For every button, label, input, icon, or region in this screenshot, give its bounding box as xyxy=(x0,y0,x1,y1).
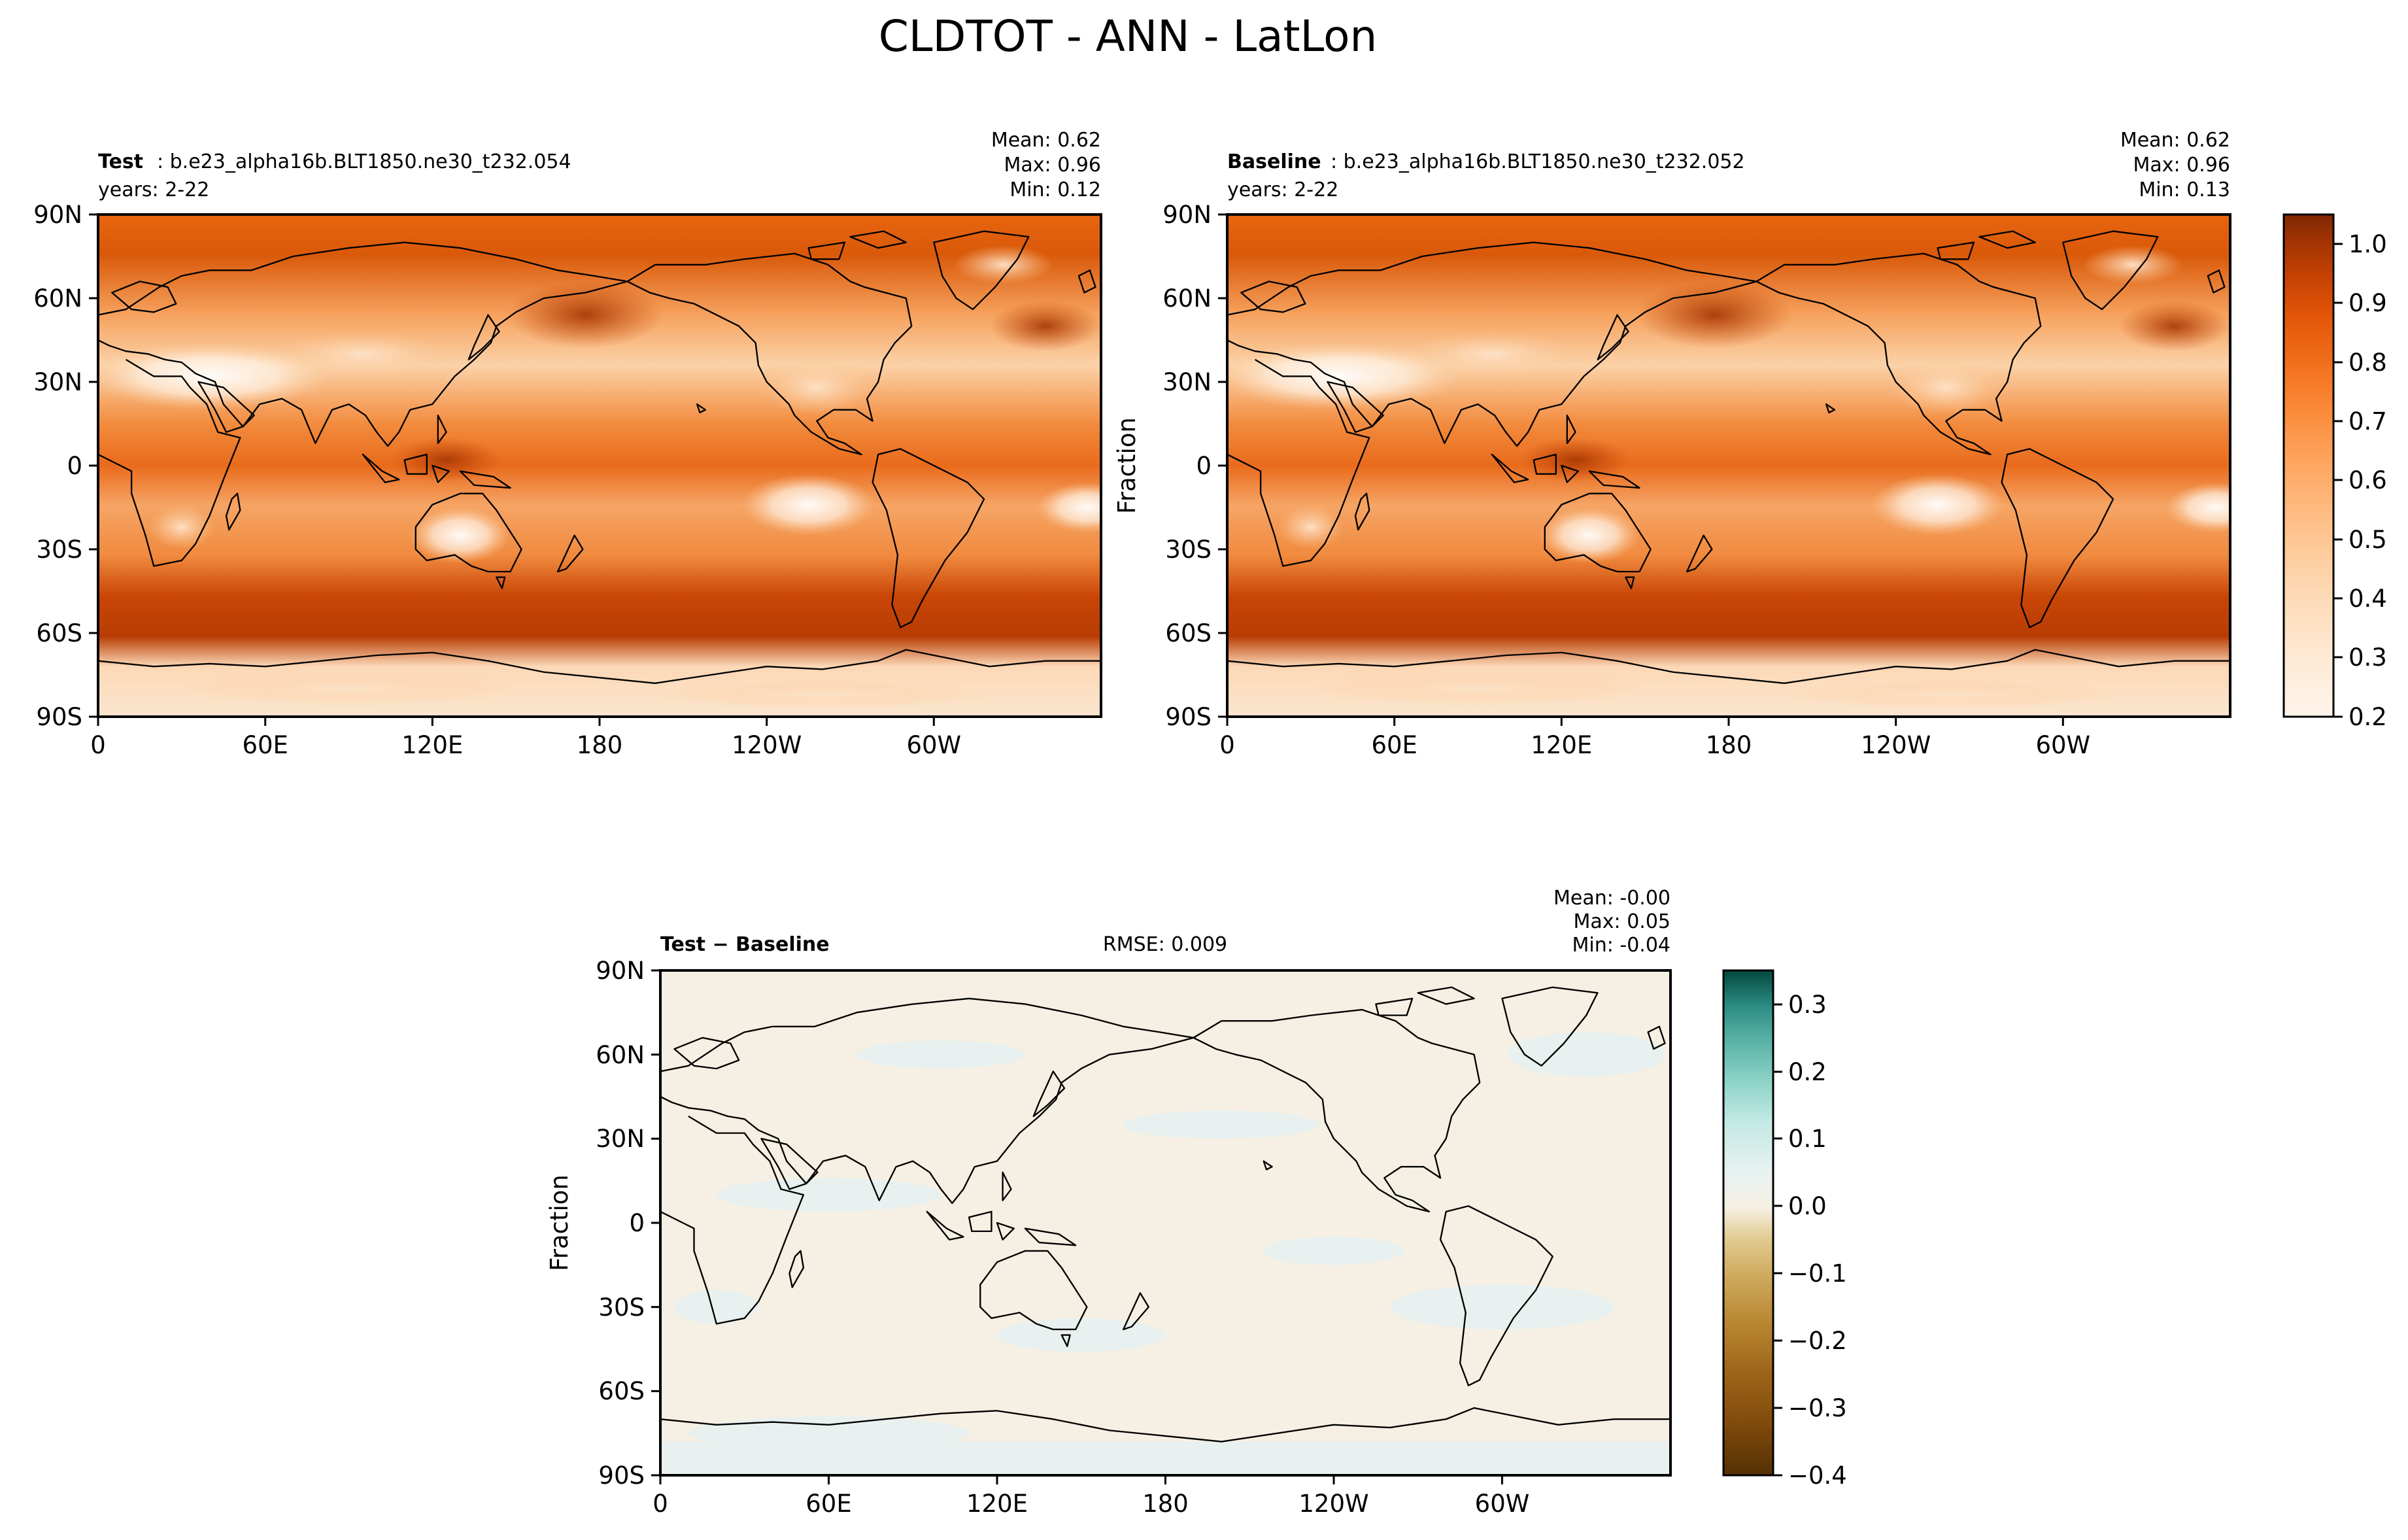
panel-difference: Test − Baseline RMSE: 0.009 Mean: -0.00 … xyxy=(545,887,1847,1518)
colorbar-diff-label-4: −0.1 xyxy=(1788,1259,1847,1288)
panel-baseline-stat-min: Min: 0.13 xyxy=(2139,179,2230,201)
colorbar-diff-label-6: −0.3 xyxy=(1788,1394,1847,1422)
panel-diff-ytick-5: 60S xyxy=(598,1377,645,1405)
panel-diff-ticks xyxy=(651,969,1503,1484)
panel-test-ytick-2: 30N xyxy=(33,368,82,396)
panel-baseline-xtick-3: 180 xyxy=(1706,731,1752,759)
panel-diff-ytick-1: 60N xyxy=(596,1041,645,1069)
panel-diff-stat-max: Max: 0.05 xyxy=(1574,910,1670,933)
panel-test-ytick-0: 90N xyxy=(33,201,82,229)
panel-test-xtick-3: 180 xyxy=(577,731,623,759)
panel-test-ticks xyxy=(89,213,935,726)
colorbar-diff-label-5: −0.2 xyxy=(1788,1327,1847,1355)
panel-baseline-years: years: 2-22 xyxy=(1227,179,1338,201)
colorbar-cldtot-label-7: 0.3 xyxy=(2349,643,2387,672)
panel-baseline-xtick-1: 60E xyxy=(1371,731,1417,759)
panel-baseline-ylabel: Fraction xyxy=(1113,417,1141,514)
panel-baseline-xtick-4: 120W xyxy=(1861,731,1931,759)
panel-test-years: years: 2-22 xyxy=(98,179,209,201)
figure-title: CLDTOT - ANN - LatLon xyxy=(879,11,1378,61)
panel-baseline-stat-mean: Mean: 0.62 xyxy=(2120,129,2230,152)
panel-diff-xtick-2: 120E xyxy=(966,1490,1028,1518)
panel-baseline-ytick-4: 30S xyxy=(1165,536,1212,564)
panel-diff-ytick-3: 0 xyxy=(629,1209,645,1237)
panel-baseline-label-rest: : b.e23_alpha16b.BLT1850.ne30_t232.052 xyxy=(1331,150,1745,173)
colorbar-diff-label-1: 0.2 xyxy=(1788,1058,1827,1086)
panel-test-ytick-1: 60N xyxy=(33,284,82,313)
panel-baseline-ytick-2: 30N xyxy=(1162,368,1212,396)
colorbar-diff-label-7: −0.4 xyxy=(1788,1462,1847,1490)
colorbar-cldtot-label-1: 0.9 xyxy=(2349,289,2387,317)
colorbar-cldtot-label-2: 0.8 xyxy=(2349,349,2387,377)
panel-test: Test : b.e23_alpha16b.BLT1850.ne30_t232.… xyxy=(33,129,1102,759)
panel-test-ytick-4: 30S xyxy=(36,536,82,564)
panel-baseline-ytick-6: 90S xyxy=(1165,703,1212,731)
panel-test-stat-mean: Mean: 0.62 xyxy=(991,129,1101,152)
colorbar-cldtot-ramp xyxy=(2282,213,2335,718)
panel-test-xtick-0: 0 xyxy=(90,731,106,759)
panel-test-xtick-4: 120W xyxy=(732,731,802,759)
panel-test-field xyxy=(98,214,1101,717)
colorbar-cldtot-label-6: 0.4 xyxy=(2349,585,2387,613)
panel-diff-ytick-0: 90N xyxy=(596,957,645,985)
panel-test-stat-min: Min: 0.12 xyxy=(1009,179,1101,201)
panel-baseline-xtick-5: 60W xyxy=(2035,731,2090,759)
colorbar-cldtot-label-8: 0.2 xyxy=(2349,703,2387,731)
panel-diff-field xyxy=(660,970,1670,1475)
colorbar-cldtot-label-0: 1.0 xyxy=(2349,230,2387,258)
panel-baseline-field xyxy=(1227,214,2230,717)
panel-baseline-ytick-1: 60N xyxy=(1162,284,1212,313)
panel-baseline-ytick-5: 60S xyxy=(1165,619,1212,647)
panel-diff-ytick-6: 90S xyxy=(598,1462,645,1490)
panel-test-ytick-5: 60S xyxy=(36,619,82,647)
panel-diff-label: Test − Baseline xyxy=(660,933,830,956)
panel-baseline-ticks xyxy=(1218,213,2064,726)
panel-diff-stat-mean: Mean: -0.00 xyxy=(1553,887,1670,910)
panel-baseline-xtick-2: 120E xyxy=(1531,731,1592,759)
panel-baseline-xtick-0: 0 xyxy=(1219,731,1235,759)
panel-test-ytick-3: 0 xyxy=(67,452,82,480)
panel-test-stat-max: Max: 0.96 xyxy=(1004,154,1101,177)
colorbar-cldtot-label-5: 0.5 xyxy=(2349,526,2387,554)
colorbar-cldtot-label-4: 0.6 xyxy=(2349,466,2387,494)
colorbar-cldtot-ticks xyxy=(2333,243,2343,718)
colorbar-cldtot-label-3: 0.7 xyxy=(2349,407,2387,436)
panel-diff-xtick-1: 60E xyxy=(805,1490,851,1518)
colorbar-diff-ramp xyxy=(1722,969,1774,1477)
colorbar-diff-label-2: 0.1 xyxy=(1788,1125,1827,1153)
colorbar-diff-label-3: 0.0 xyxy=(1788,1192,1827,1220)
panel-baseline-ytick-3: 0 xyxy=(1196,452,1212,480)
panel-diff-xtick-4: 120W xyxy=(1298,1490,1368,1518)
panel-diff-ytick-4: 30S xyxy=(598,1293,645,1322)
panel-diff-ytick-2: 30N xyxy=(596,1125,645,1153)
panel-baseline-label-bold: Baseline xyxy=(1227,150,1321,173)
panel-diff-xtick-5: 60W xyxy=(1475,1490,1530,1518)
colorbar-cldtot: 1.0 0.9 0.8 0.7 0.6 0.5 0.4 0.3 0.2 xyxy=(2282,213,2387,731)
panel-diff-xtick-0: 0 xyxy=(653,1490,668,1518)
colorbar-diff: 0.3 0.2 0.1 0.0 −0.1 −0.2 −0.3 −0.4 xyxy=(1722,969,1847,1490)
panel-test-xtick-2: 120E xyxy=(401,731,463,759)
panel-diff-ylabel: Fraction xyxy=(545,1174,573,1271)
panel-baseline-ytick-0: 90N xyxy=(1162,201,1212,229)
panel-diff-rmse: RMSE: 0.009 xyxy=(1103,933,1227,956)
panel-test-label-rest: : b.e23_alpha16b.BLT1850.ne30_t232.054 xyxy=(157,150,571,173)
panel-diff-stat-min: Min: -0.04 xyxy=(1572,934,1671,957)
panel-test-xtick-1: 60E xyxy=(242,731,288,759)
colorbar-diff-ticks xyxy=(1773,1003,1782,1477)
panel-diff-xtick-3: 180 xyxy=(1142,1490,1189,1518)
colorbar-diff-label-0: 0.3 xyxy=(1788,991,1827,1019)
panel-baseline-stat-max: Max: 0.96 xyxy=(2133,154,2230,177)
panel-test-label-bold: Test xyxy=(98,150,143,173)
panel-baseline: Baseline : b.e23_alpha16b.BLT1850.ne30_t… xyxy=(1113,129,2387,759)
panel-test-xtick-5: 60W xyxy=(906,731,961,759)
panel-test-ytick-6: 90S xyxy=(36,703,82,731)
